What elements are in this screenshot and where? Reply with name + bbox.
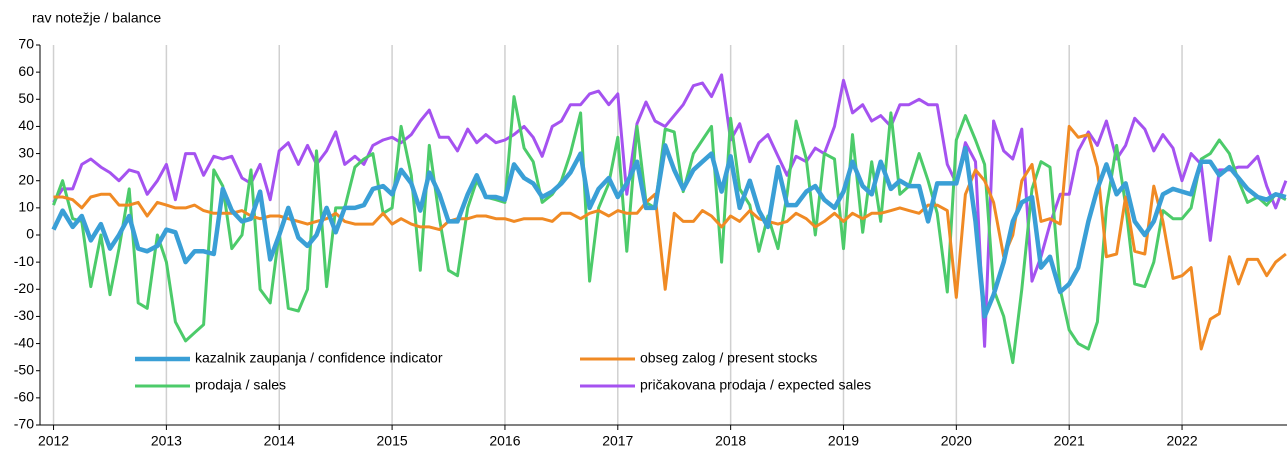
series-line	[53, 124, 1287, 351]
series-line	[52, 95, 1287, 365]
x-tick-label: 2020	[941, 433, 972, 449]
x-tick-label: 2021	[1054, 433, 1085, 449]
x-tick-label: 2016	[489, 433, 520, 449]
x-tick-label: 2019	[828, 433, 859, 449]
legend-label: kazalnik zaupanja / confidence indicator	[195, 350, 443, 366]
y-tick-label: -30	[14, 307, 34, 323]
x-tick-label: 2022	[1166, 433, 1197, 449]
series-line	[51, 143, 1287, 319]
y-tick-label: 10	[18, 199, 34, 215]
x-tick-label: 2015	[377, 433, 408, 449]
legend-label: obseg zalog / present stocks	[640, 350, 817, 366]
y-tick-label: -70	[14, 416, 34, 432]
y-tick-label: 0	[26, 226, 34, 242]
y-tick-label: -60	[14, 389, 34, 405]
x-tick-label: 2012	[38, 433, 69, 449]
x-tick-label: 2017	[602, 433, 633, 449]
y-tick-label: -20	[14, 280, 34, 296]
y-tick-label: 40	[18, 117, 34, 133]
y-tick-label: 30	[18, 144, 34, 160]
y-tick-label: 20	[18, 171, 34, 187]
y-tick-label: 70	[18, 36, 34, 52]
y-axis-label: rav notežje / balance	[32, 10, 161, 26]
x-tick-label: 2014	[264, 433, 295, 449]
legend-label: pričakovana prodaja / expected sales	[640, 377, 871, 393]
y-tick-label: -10	[14, 253, 34, 269]
y-tick-label: 50	[18, 90, 34, 106]
y-tick-label: -40	[14, 334, 34, 350]
y-tick-label: 60	[18, 63, 34, 79]
x-tick-label: 2013	[151, 433, 182, 449]
legend-label: prodaja / sales	[195, 377, 286, 393]
y-tick-label: -50	[14, 361, 34, 377]
x-tick-label: 2018	[715, 433, 746, 449]
series-line	[52, 73, 1288, 348]
